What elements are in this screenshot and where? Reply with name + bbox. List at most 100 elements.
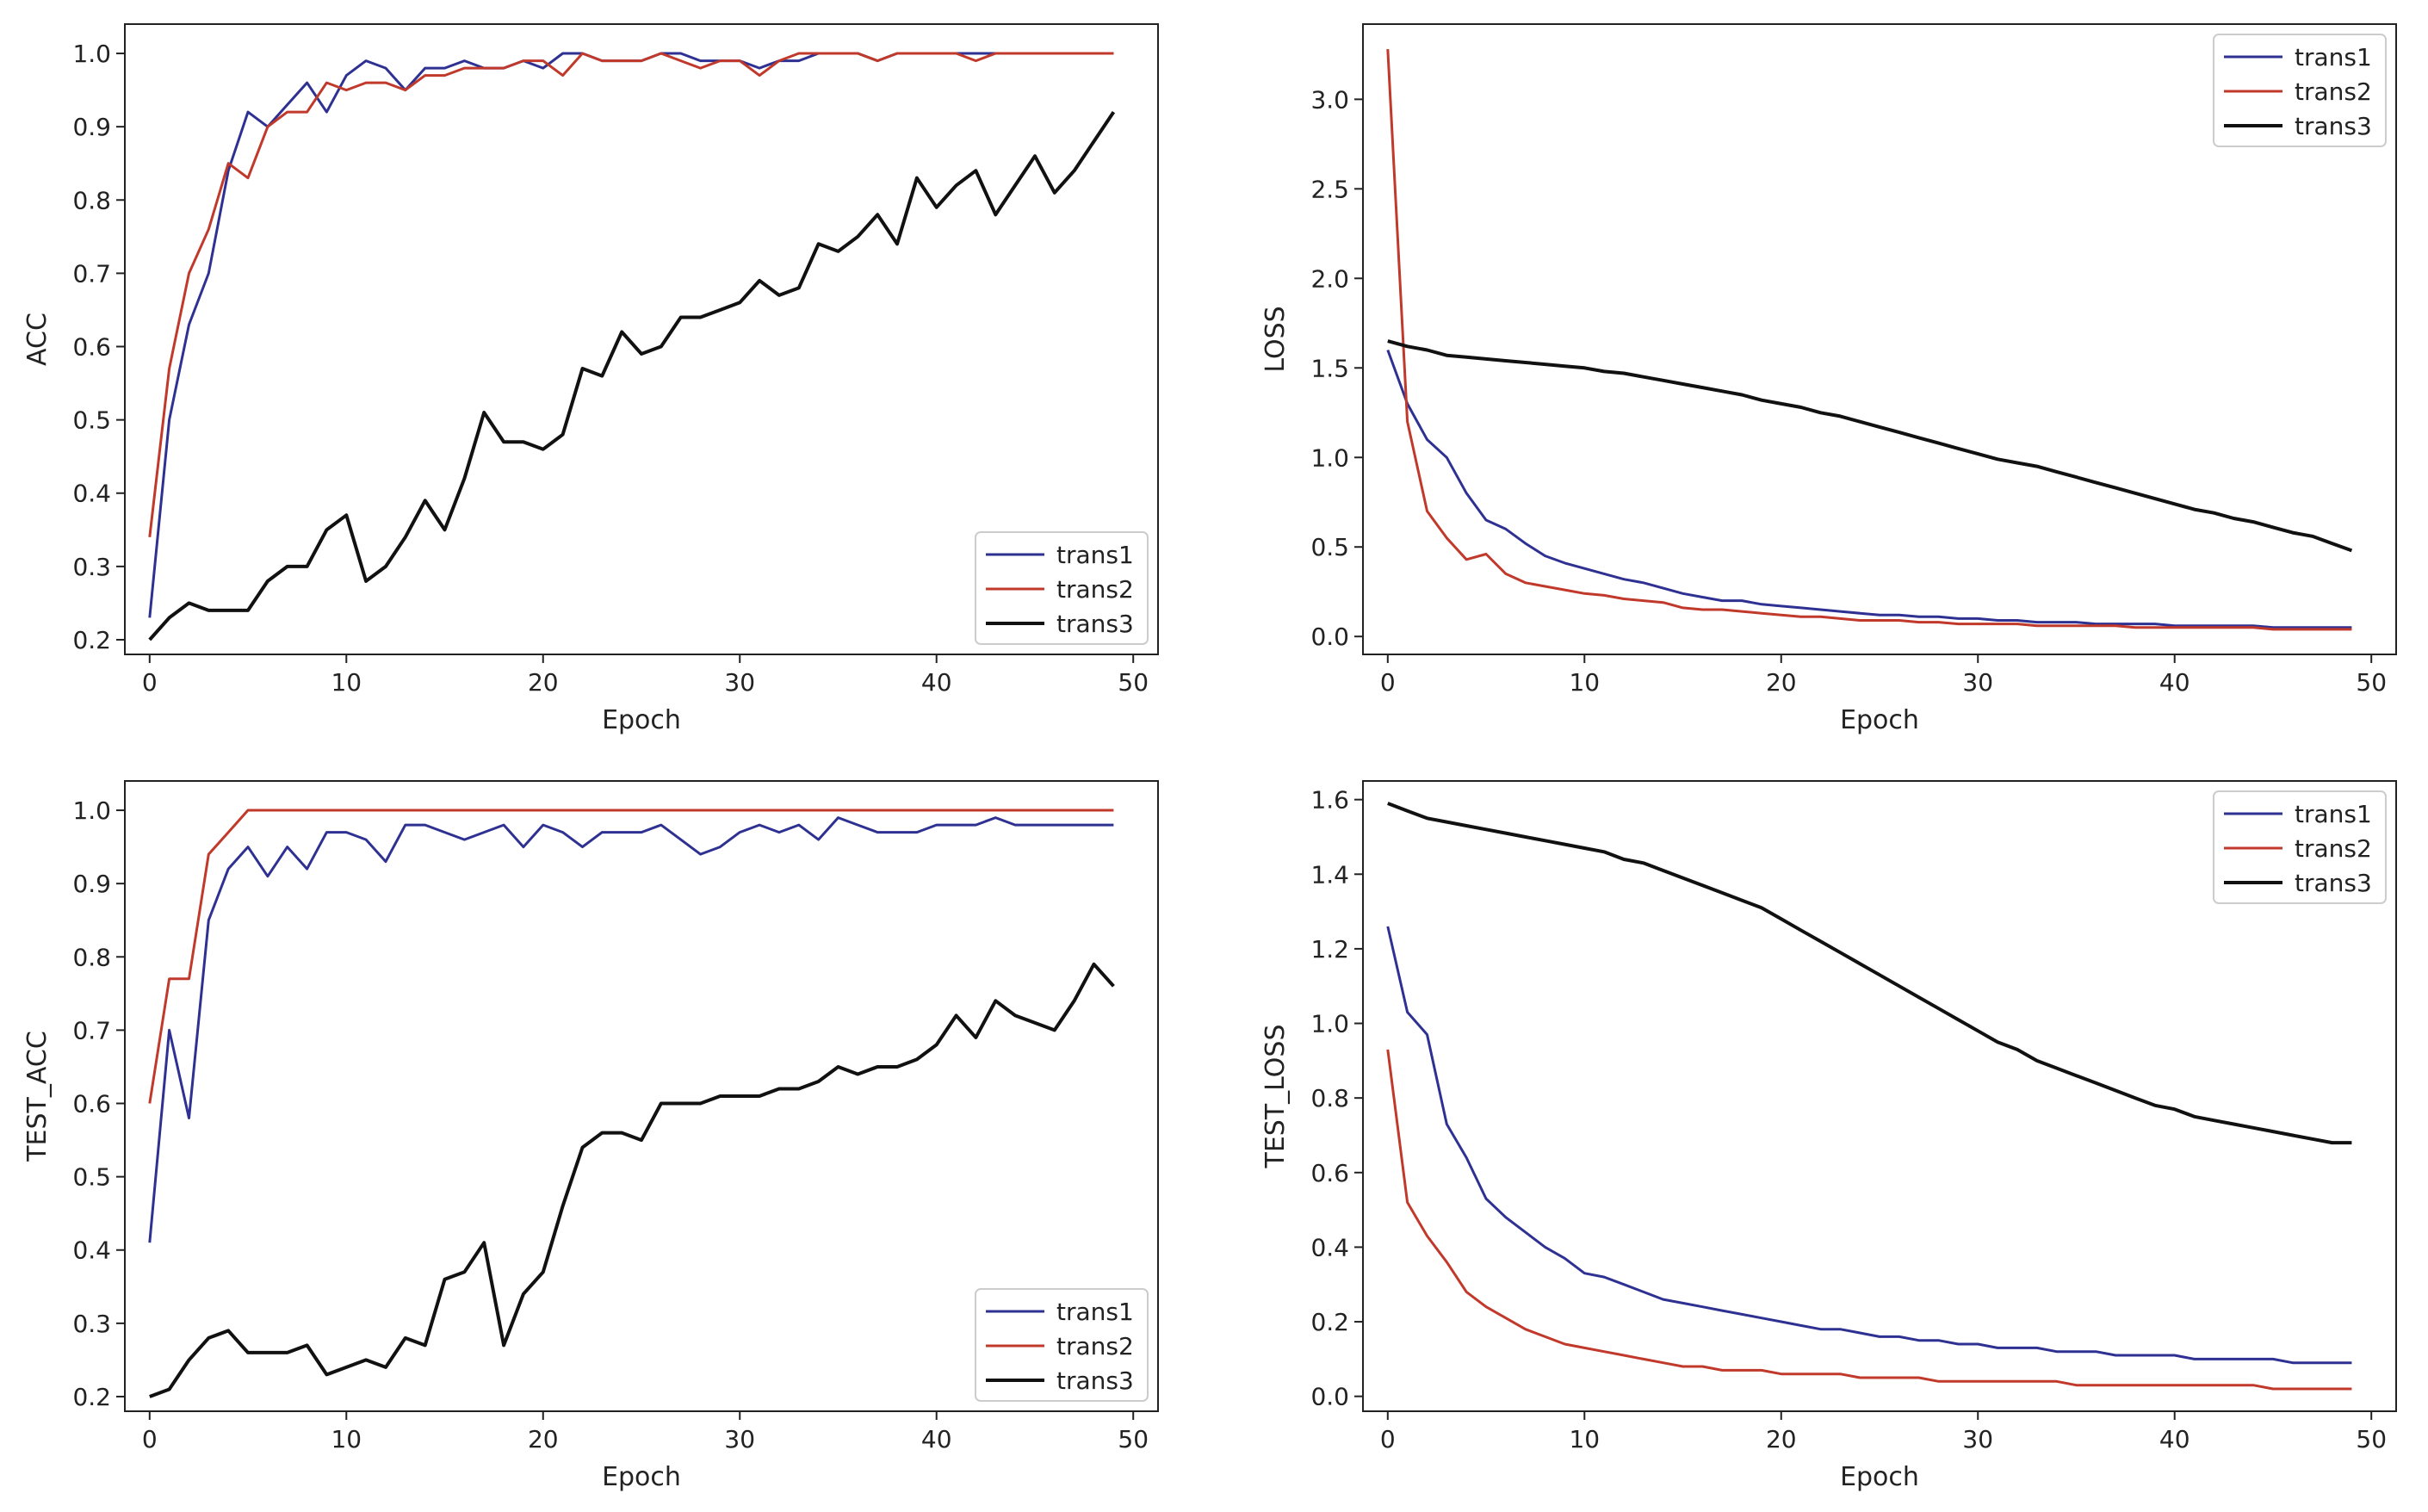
loss-axes-frame [1362, 23, 2397, 655]
acc-y-tick-label: 0.2 [72, 626, 111, 654]
acc-y-axis-label: ACC [22, 313, 53, 366]
test-loss-y-axis-label: TEST_LOSS [1260, 1025, 1291, 1169]
test-loss-legend-frame [2213, 790, 2387, 904]
test-acc-legend-label-trans1: trans1 [1056, 1298, 1134, 1326]
acc-legend-frame [975, 531, 1149, 645]
loss-y-tick-label: 2.5 [1310, 175, 1349, 203]
test-acc-x-tick-label: 40 [921, 1425, 952, 1453]
acc-y-tick-label: 1.0 [72, 40, 111, 68]
test-acc-x-tick-label: 0 [142, 1425, 158, 1453]
acc-y-tick-label: 0.3 [72, 553, 111, 581]
test-acc-legend-label-trans3: trans3 [1056, 1366, 1134, 1395]
acc-y-tick-label: 0.7 [72, 259, 111, 288]
acc-x-tick-label: 0 [142, 668, 158, 697]
acc-legend-label-trans3: trans3 [1056, 610, 1134, 638]
test-loss-axes-frame [1362, 780, 2397, 1412]
test-loss-x-tick-label: 0 [1380, 1425, 1396, 1453]
test-acc-y-tick-label: 0.3 [72, 1310, 111, 1338]
test-loss-y-tick-label: 0.4 [1310, 1233, 1349, 1261]
loss-x-tick-label: 20 [1766, 668, 1797, 697]
test-acc-axes-frame [124, 780, 1159, 1412]
loss-y-tick-label: 1.5 [1310, 354, 1349, 382]
loss-legend-label-trans1: trans1 [2295, 43, 2372, 71]
test-loss-x-tick-label: 40 [2159, 1425, 2190, 1453]
test-acc-y-tick-label: 1.0 [72, 796, 111, 825]
test-acc-series-line-trans2 [148, 809, 1114, 1104]
test-loss-x-tick-label: 30 [1962, 1425, 1993, 1453]
acc-y-tick-label: 0.4 [72, 480, 111, 508]
loss-y-tick-label: 1.0 [1310, 443, 1349, 472]
acc-y-tick-label: 0.6 [72, 333, 111, 362]
test-loss-series-line-trans1 [1386, 926, 2352, 1365]
acc-y-tick-label: 0.8 [72, 186, 111, 214]
test-acc-y-tick-label: 0.7 [72, 1016, 111, 1044]
test-acc-legend-label-trans2: trans2 [1056, 1332, 1134, 1360]
test-loss-x-axis-label: Epoch [1840, 1462, 1919, 1492]
test-acc-y-tick-label: 0.4 [72, 1236, 111, 1265]
acc-x-tick-label: 10 [331, 668, 362, 697]
test-loss-series-line-trans3 [1387, 802, 2352, 1145]
test-acc-legend: trans1 trans2 trans3 [975, 1288, 1149, 1402]
test-loss-y-tick-label: 0.8 [1310, 1084, 1349, 1112]
test-loss-y-tick-label: 0.0 [1310, 1383, 1349, 1411]
test-loss-y-tick-label: 1.0 [1310, 1010, 1349, 1038]
loss-series-line-trans2 [1386, 49, 2352, 631]
loss-y-tick-label: 2.0 [1310, 264, 1349, 293]
acc-x-tick-label: 30 [724, 668, 755, 697]
acc-x-tick-label: 40 [921, 668, 952, 697]
test-acc-y-tick-label: 0.8 [72, 943, 111, 971]
loss-y-axis-label: LOSS [1260, 306, 1291, 372]
loss-series-line-trans3 [1387, 339, 2353, 553]
acc-series-line-trans3 [148, 110, 1116, 641]
test-loss-x-tick-label: 50 [2356, 1425, 2387, 1453]
acc-x-tick-label: 50 [1118, 668, 1149, 697]
acc-legend: trans1 trans2 trans3 [975, 531, 1149, 645]
acc-legend-label-trans1: trans1 [1056, 541, 1134, 569]
loss-x-tick-label: 40 [2159, 668, 2190, 697]
acc-axes-frame [124, 23, 1159, 655]
test-loss-chart: 0 10 20 30 40 50 0.0 0.2 0.4 0.6 0.8 1.0 1.2 1.4 1.6 Ep… [1260, 780, 2397, 1492]
test-loss-y-tick-label: 1.6 [1310, 786, 1349, 815]
acc-series-line-trans2 [148, 52, 1114, 537]
loss-x-tick-label: 50 [2356, 668, 2387, 697]
test-acc-x-tick-label: 20 [528, 1425, 559, 1453]
test-acc-series-line-trans3 [149, 962, 1115, 1398]
test-loss-legend-label-trans2: trans2 [2295, 834, 2372, 863]
test-loss-y-tick-label: 0.6 [1310, 1159, 1349, 1187]
test-loss-y-tick-label: 1.2 [1310, 935, 1349, 964]
loss-x-tick-label: 30 [1962, 668, 1993, 697]
test-acc-chart: 0 10 20 30 40 50 0.2 0.3 0.4 0.5 0.6 0.7 0.8 0.9 1.0 Ep… [22, 780, 1159, 1492]
test-acc-y-tick-label: 0.9 [72, 870, 111, 898]
loss-series-line-trans1 [1386, 349, 2352, 629]
test-acc-y-tick-label: 0.5 [72, 1163, 111, 1192]
loss-legend: trans1 trans2 trans3 [2213, 34, 2387, 147]
test-acc-x-axis-label: Epoch [602, 1462, 681, 1492]
test-loss-y-tick-label: 0.2 [1310, 1308, 1349, 1336]
test-loss-series-line-trans2 [1386, 1049, 2352, 1391]
test-acc-y-tick-label: 0.2 [72, 1383, 111, 1411]
test-acc-y-axis-label: TEST_ACC [22, 1031, 53, 1162]
acc-x-tick-label: 20 [528, 668, 559, 697]
acc-chart: 0 10 20 30 40 50 0.2 0.3 0.4 0.5 0.6 0.7 0.8 0.9 1.0 Ep… [22, 23, 1159, 735]
loss-chart: 0 10 20 30 40 50 0.0 0.5 1.0 1.5 2.0 2.5 3.0 Epoch LOS… [1260, 23, 2397, 735]
test-acc-x-tick-label: 50 [1118, 1425, 1149, 1453]
test-acc-x-tick-label: 30 [724, 1425, 755, 1453]
loss-legend-label-trans2: trans2 [2295, 77, 2372, 106]
test-loss-legend: trans1 trans2 trans3 [2213, 790, 2387, 904]
test-loss-y-tick-label: 1.4 [1310, 860, 1349, 889]
loss-legend-frame [2213, 34, 2387, 147]
loss-y-tick-label: 0.5 [1310, 533, 1349, 561]
test-acc-legend-frame [975, 1288, 1149, 1402]
test-loss-legend-label-trans1: trans1 [2295, 800, 2372, 828]
test-acc-x-tick-label: 10 [331, 1425, 362, 1453]
loss-legend-label-trans3: trans3 [2295, 112, 2372, 140]
acc-legend-label-trans2: trans2 [1056, 575, 1134, 604]
acc-y-tick-label: 0.5 [72, 406, 111, 435]
test-loss-x-tick-label: 20 [1766, 1425, 1797, 1453]
loss-y-tick-label: 3.0 [1310, 85, 1349, 114]
loss-x-tick-label: 0 [1380, 668, 1396, 697]
test-acc-y-tick-label: 0.6 [72, 1090, 111, 1119]
loss-x-axis-label: Epoch [1840, 705, 1919, 735]
